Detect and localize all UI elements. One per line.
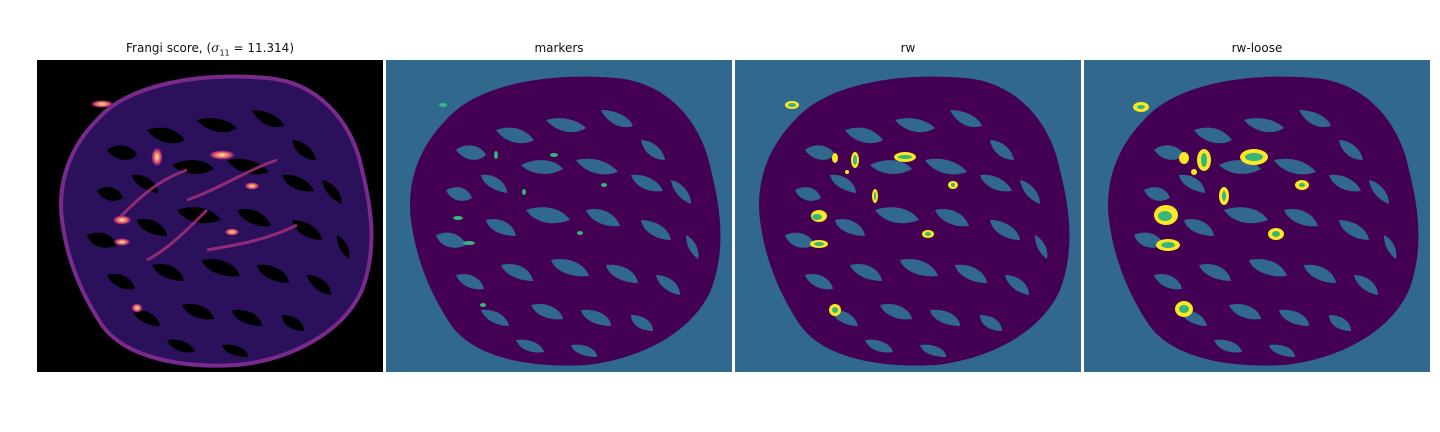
rw-panel-title: rw xyxy=(900,41,916,55)
frangi-score-image xyxy=(37,60,383,372)
rw-loose-panel xyxy=(1084,60,1430,372)
frangi-panel-title: Frangi score, (σ11 = 11.314) xyxy=(126,41,294,58)
rw-loose-panel-title: rw-loose xyxy=(1231,41,1283,55)
rw-segmentation-image xyxy=(735,60,1081,372)
markers-panel xyxy=(386,60,732,372)
markers-panel-title: markers xyxy=(534,41,584,55)
frangi-score-panel xyxy=(37,60,383,372)
rw-panel xyxy=(735,60,1081,372)
markers-image xyxy=(386,60,732,372)
rw-loose-segmentation-image xyxy=(1084,60,1430,372)
